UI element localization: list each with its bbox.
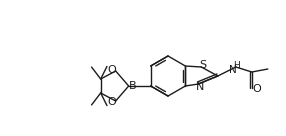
Text: B: B bbox=[129, 81, 136, 91]
Text: N: N bbox=[229, 65, 237, 75]
Text: O: O bbox=[107, 97, 116, 107]
Text: H: H bbox=[233, 61, 240, 69]
Text: O: O bbox=[253, 84, 261, 94]
Text: S: S bbox=[199, 60, 206, 70]
Text: O: O bbox=[107, 65, 116, 75]
Text: N: N bbox=[196, 82, 204, 92]
